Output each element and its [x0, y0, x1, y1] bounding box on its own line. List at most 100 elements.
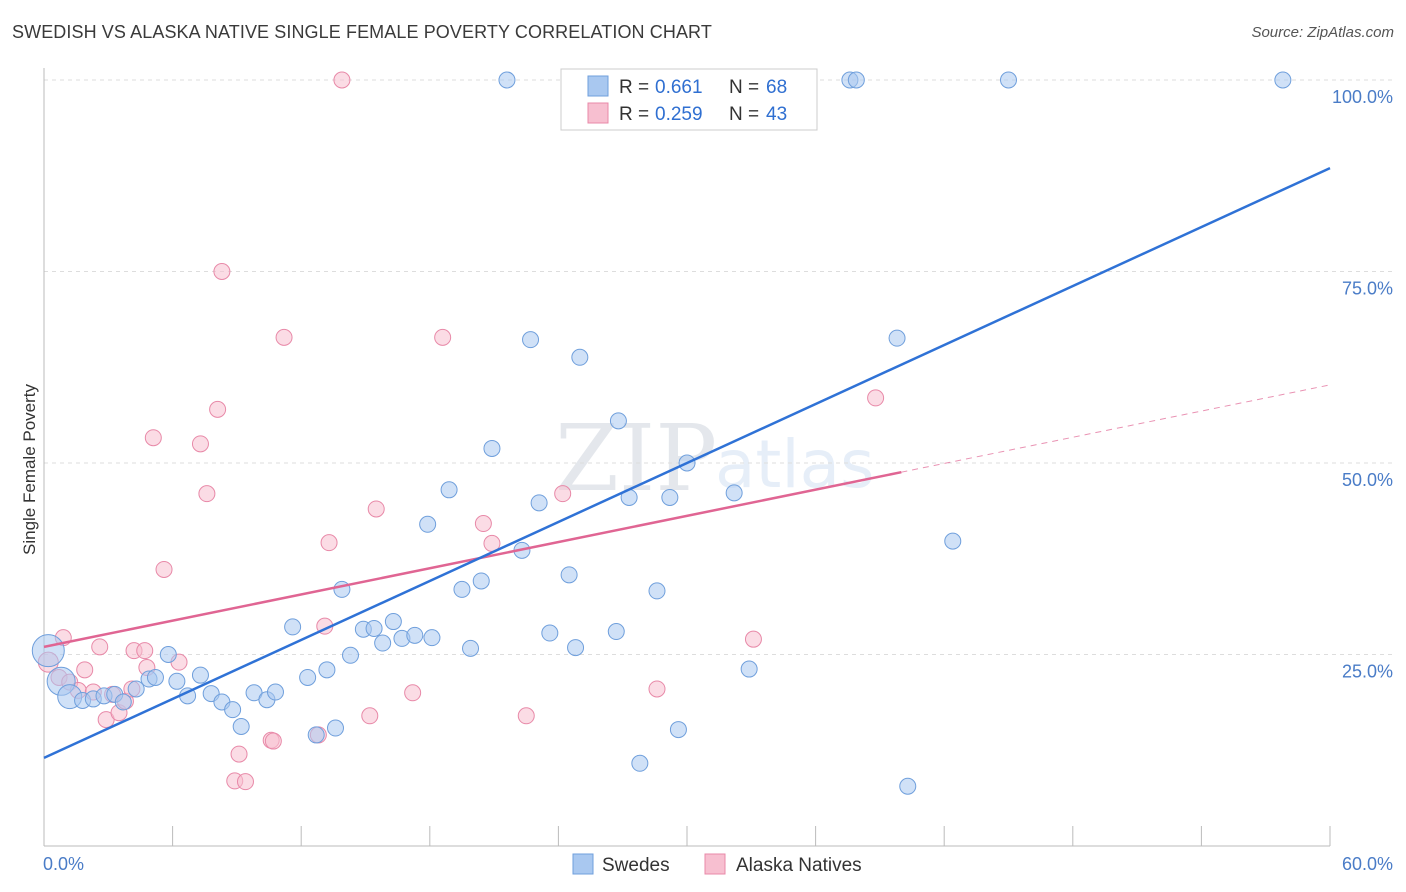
- swedes-point: [146, 668, 164, 686]
- swedes-point: [114, 693, 132, 711]
- stats-legend: R = 0.661 N = 68 R = 0.259 N = 43: [560, 68, 818, 131]
- swedes-point: [299, 668, 317, 686]
- swedes-point: [440, 481, 458, 499]
- swedes-point: [341, 646, 359, 664]
- swedes-n-value: 68: [766, 77, 787, 98]
- alaska-point: [76, 661, 94, 679]
- alaska-legend-swatch: [587, 102, 609, 124]
- swedes-r-label: R =: [619, 77, 649, 98]
- y-tick-label: 75.0%: [1342, 279, 1393, 299]
- swedes-point: [648, 582, 666, 600]
- swedes-point: [191, 666, 209, 684]
- swedes-point: [541, 624, 559, 642]
- swedes-point: [740, 660, 758, 678]
- alaska-point: [209, 400, 227, 418]
- swedes-point: [631, 754, 649, 772]
- alaska-trend-extension: [901, 384, 1331, 473]
- swedes-point: [318, 661, 336, 679]
- swedes-n-label: N =: [729, 77, 759, 98]
- alaska-point: [91, 638, 109, 656]
- swedes-point: [462, 639, 480, 657]
- swedes-point: [168, 672, 186, 690]
- swedes-point: [406, 626, 424, 644]
- alaska-point: [155, 560, 173, 578]
- swedes-point: [661, 488, 679, 506]
- swedes-point: [384, 613, 402, 631]
- swedes-point: [498, 71, 516, 89]
- swedes-point: [888, 329, 906, 347]
- x-tick-label-max: 60.0%: [1342, 854, 1393, 874]
- swedes-point: [453, 580, 471, 598]
- alaska-trend-line: [43, 470, 902, 649]
- x-tick-label-min: 0.0%: [43, 854, 84, 874]
- swedes-point: [483, 439, 501, 457]
- alaska-point: [361, 707, 379, 725]
- alaska-point: [517, 707, 535, 725]
- swedes-point: [224, 701, 242, 719]
- swedes-point: [374, 634, 392, 652]
- swedes-point: [31, 634, 65, 668]
- source-label: Source: ZipAtlas.com: [1251, 24, 1394, 41]
- swedes-point: [266, 683, 284, 701]
- x-ticks: [43, 826, 1331, 846]
- alaska-point: [434, 328, 452, 346]
- swedes-point: [530, 494, 548, 512]
- alaska-point: [404, 684, 422, 702]
- legend-swedes-label: Swedes: [602, 855, 670, 876]
- swedes-point: [1274, 71, 1292, 89]
- alaska-point: [264, 732, 282, 750]
- swedes-point: [326, 719, 344, 737]
- legend-alaska-swatch: [704, 853, 726, 875]
- legend-alaska-label: Alaska Natives: [736, 855, 862, 876]
- swedes-point: [725, 484, 743, 502]
- swedes-point: [159, 646, 177, 663]
- swedes-point: [560, 566, 578, 584]
- swedes-point: [284, 618, 302, 636]
- alaska-point: [275, 328, 293, 346]
- swedes-point: [365, 619, 383, 637]
- swedes-point: [232, 718, 250, 736]
- trend-lines: [43, 166, 1331, 760]
- swedes-trend-line: [43, 166, 1331, 760]
- swedes-point: [607, 623, 625, 641]
- alaska-point: [744, 630, 762, 648]
- alaska-point: [191, 435, 209, 453]
- swedes-point: [944, 532, 962, 550]
- y-tick-label: 50.0%: [1342, 470, 1393, 490]
- alaska-point: [648, 680, 666, 698]
- swedes-point: [423, 629, 441, 647]
- alaska-point: [554, 485, 572, 503]
- swedes-point: [899, 777, 917, 795]
- alaska-point: [236, 773, 254, 791]
- swedes-point: [669, 721, 687, 739]
- alaska-point: [144, 429, 162, 447]
- swedes-point: [522, 331, 540, 349]
- alaska-point: [230, 745, 248, 763]
- alaska-point: [213, 263, 231, 280]
- chart-title: SWEDISH VS ALASKA NATIVE SINGLE FEMALE P…: [12, 22, 712, 42]
- series-legend: Swedes Alaska Natives: [572, 853, 862, 876]
- alaska-n-value: 43: [766, 104, 787, 125]
- swedes-point: [567, 639, 585, 657]
- watermark: ZIP atlas: [555, 405, 875, 512]
- swedes-points: [31, 71, 1292, 795]
- y-tick-labels: 25.0% 50.0% 75.0% 100.0%: [1332, 87, 1393, 682]
- y-tick-label: 25.0%: [1342, 662, 1393, 682]
- swedes-point: [307, 726, 325, 744]
- alaska-point: [198, 485, 216, 503]
- swedes-r-value: 0.661: [655, 77, 703, 98]
- swedes-point: [472, 572, 490, 590]
- swedes-point: [609, 412, 627, 430]
- y-tick-label: 100.0%: [1332, 87, 1393, 107]
- alaska-point: [333, 71, 351, 89]
- swedes-point: [571, 348, 589, 366]
- alaska-point: [320, 534, 338, 552]
- swedes-legend-swatch: [587, 75, 609, 97]
- swedes-point: [1000, 71, 1017, 89]
- alaska-point: [474, 515, 492, 533]
- alaska-r-label: R =: [619, 104, 649, 125]
- alaska-n-label: N =: [729, 104, 759, 125]
- alaska-r-value: 0.259: [655, 104, 703, 125]
- alaska-natives-points: [37, 71, 885, 791]
